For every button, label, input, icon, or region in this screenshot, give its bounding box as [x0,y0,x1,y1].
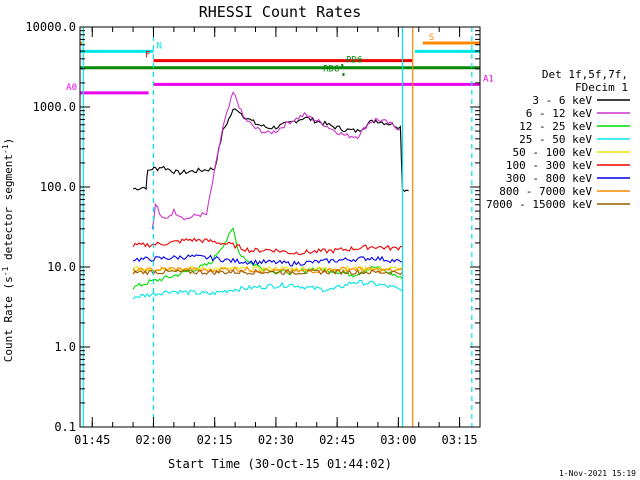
y-axis-label: Count Rate (s-1 detector segment-1) [1,138,16,363]
flag-bars: S NF RD6 RD6 A0 A1 [66,33,494,95]
flag-label-a0: A0 [66,83,77,93]
y-tick-label: 1.0 [54,340,76,354]
x-tick-label: 03:15 [442,433,478,447]
legend-entry-label: 800 - 7000 keV [499,185,592,198]
legend-entry-label: 7000 - 15000 keV [486,198,592,211]
series-line-800-7000-kev [132,266,403,274]
flag-label-a1: A1 [483,74,494,84]
flag-label-f: F [145,51,150,61]
legend-entry-label: 12 - 25 keV [519,120,592,133]
series-line-12-25-kev [132,227,403,290]
plot-frame [79,26,481,428]
flag-label-rd6: RD6 [346,56,362,66]
flag-label-s: S [429,33,434,43]
footer-date-stamp: 1-Nov-2021 15:19 [559,469,636,478]
y-tick-label: 10.0 [47,260,76,274]
legend-entry-label: 50 - 100 keV [513,146,593,159]
x-tick-label: 02:00 [135,433,171,447]
y-tick-label: 100.0 [40,180,76,194]
y-tick-label: 1000.0 [33,100,76,114]
legend-entry-label: 3 - 6 keV [532,94,592,107]
legend-header: Det 1f,5f,7f, [542,68,628,81]
x-tick-label: 02:45 [319,433,355,447]
legend-entry-label: 300 - 800 keV [506,172,592,185]
legend-entry-label: 25 - 50 keV [519,133,592,146]
y-tick-label: 10000.0 [25,20,76,34]
legend-entry-label: 100 - 300 keV [506,159,592,172]
x-tick-label: 03:00 [380,433,416,447]
x-tick-label: 02:30 [258,433,294,447]
axes: 0.1 1.0 10.0 100.0 1000.0 10000.0 01:45 02:00 02… [25,20,481,447]
flag-label-n: N [156,41,161,51]
x-axis-label: Start Time (30-Oct-15 01:44:02) [168,457,392,471]
series-line-300-800-kev [132,254,403,267]
y-tick-label: 0.1 [54,420,76,434]
series-line-6-12-kev [151,91,401,230]
series-line-25-50-kev [132,279,403,300]
flag-label-rd6: RD6 [323,64,339,74]
y-axis-label-part: detector segment [2,154,15,267]
series-line-7000-15000-kev [132,268,403,276]
chart-title: RHESSI Count Rates [199,3,362,21]
y-axis-label-part: Count Rate (s [2,276,15,362]
series-line-3-6-kev [132,108,409,192]
legend-entry-label: 6 - 12 keV [526,107,593,120]
series-layer [132,91,409,300]
legend-header: FDecim 1 [575,81,628,94]
y-axis-label-part: -1 [1,144,10,154]
vertical-markers [82,27,473,427]
series-line-100-300-kev [132,237,403,256]
y-axis-label-part: -1 [1,266,10,276]
x-tick-label: 02:15 [197,433,233,447]
x-tick-label: 01:45 [74,433,110,447]
y-axis-label-part: ) [2,138,15,145]
